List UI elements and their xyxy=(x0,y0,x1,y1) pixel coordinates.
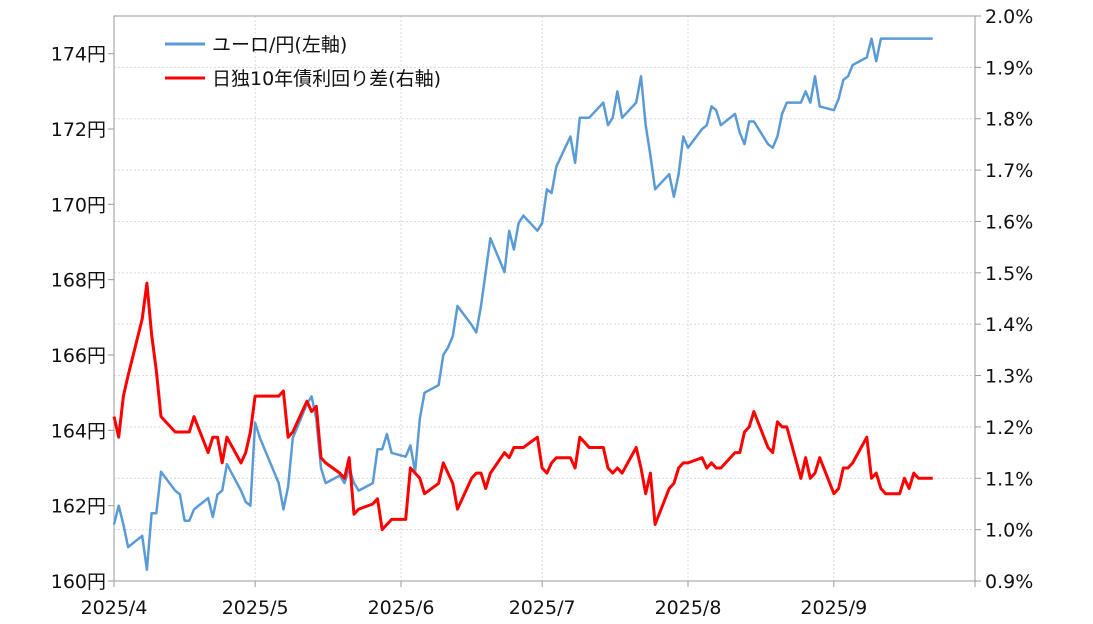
right-axis-tick-label: 1.4% xyxy=(985,314,1033,336)
right-axis-tick-label: 1.6% xyxy=(985,211,1033,233)
right-axis-tick-label: 1.8% xyxy=(985,109,1033,131)
left-axis-tick-label: 160円 xyxy=(51,571,106,593)
x-axis-ticks: 2025/4 2025/5 2025/6 2025/7 2025/8 2025/9 xyxy=(81,597,868,619)
series-line-yield-spread xyxy=(112,281,933,532)
right-axis-tick-label: 2.0% xyxy=(985,6,1033,28)
right-axis-tick-label: 1.3% xyxy=(985,366,1033,388)
legend: ユーロ/円(左軸) 日独10年債利回り差(右軸) xyxy=(165,34,441,90)
right-axis-tick-label: 1.5% xyxy=(985,263,1033,285)
right-axis-tick-label: 1.0% xyxy=(985,520,1033,542)
right-axis-ticks: 0.9% 1.0% 1.1% 1.2% 1.3% 1.4% 1.5% 1.6% 1.7% 1.8%… xyxy=(985,6,1033,593)
x-axis-tick-label: 2025/7 xyxy=(509,597,576,619)
left-axis-tick-label: 168円 xyxy=(51,270,106,292)
left-axis-tick-label: 172円 xyxy=(51,119,106,141)
x-axis-tick-label: 2025/5 xyxy=(222,597,289,619)
right-axis-tick-label: 1.9% xyxy=(985,57,1033,79)
left-axis-tick-label: 162円 xyxy=(51,496,106,518)
left-axis-ticks: 160円 162円 164円 166円 168円 170円 172円 174円 xyxy=(51,44,106,593)
x-axis-tick-label: 2025/4 xyxy=(81,597,148,619)
left-axis-tick-label: 164円 xyxy=(51,420,106,442)
right-axis-tick-label: 1.2% xyxy=(985,417,1033,439)
axes xyxy=(108,15,981,587)
right-axis-tick-label: 1.7% xyxy=(985,160,1033,182)
right-axis-tick-label: 0.9% xyxy=(985,571,1033,593)
x-axis-tick-label: 2025/8 xyxy=(655,597,722,619)
left-axis-tick-label: 174円 xyxy=(51,44,106,66)
right-axis-tick-label: 1.1% xyxy=(985,468,1033,490)
series-lines xyxy=(112,37,933,571)
left-axis-tick-label: 166円 xyxy=(51,345,106,367)
plot-frame xyxy=(113,15,976,582)
left-axis-tick-label: 170円 xyxy=(51,194,106,216)
legend-label: 日独10年債利回り差(右軸) xyxy=(212,68,441,90)
x-axis-tick-label: 2025/6 xyxy=(368,597,435,619)
legend-label: ユーロ/円(左軸) xyxy=(212,34,347,56)
series-line-eurjpy xyxy=(112,37,933,571)
x-axis-tick-label: 2025/9 xyxy=(800,597,867,619)
